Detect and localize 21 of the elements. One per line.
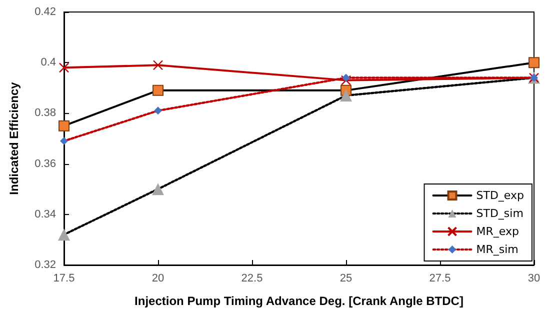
point xyxy=(58,62,70,73)
x-axis-title: Injection Pump Timing Advance Deg. [Crank Angle BTDC] xyxy=(134,294,464,308)
y-tick-label: 0.4 xyxy=(40,56,56,69)
y-tick-label: 0.32 xyxy=(34,259,56,271)
x-tick-label: 17.5 xyxy=(53,272,75,284)
point xyxy=(152,60,164,70)
point xyxy=(340,75,352,86)
y-tick-label: 0.42 xyxy=(34,6,56,18)
legend-label: STD_sim xyxy=(476,207,524,220)
y-tick-label: 0.34 xyxy=(34,208,56,220)
y-tick-label: 0.38 xyxy=(34,107,56,120)
x-tick-label: 22.5 xyxy=(241,272,263,284)
y-axis-title: Indicated Efficiency xyxy=(7,82,21,195)
x-tick-label: 25 xyxy=(340,272,352,284)
legend-label: MR_exp xyxy=(476,225,519,238)
x-tick-label: 30 xyxy=(528,272,540,284)
x-tick-label: 27.5 xyxy=(429,272,451,284)
y-tick-label: 0.36 xyxy=(34,158,56,170)
legend-label: STD_exp xyxy=(476,189,524,202)
x-tick-label: 20 xyxy=(152,272,164,284)
legend-label: MR_sim xyxy=(476,243,518,256)
